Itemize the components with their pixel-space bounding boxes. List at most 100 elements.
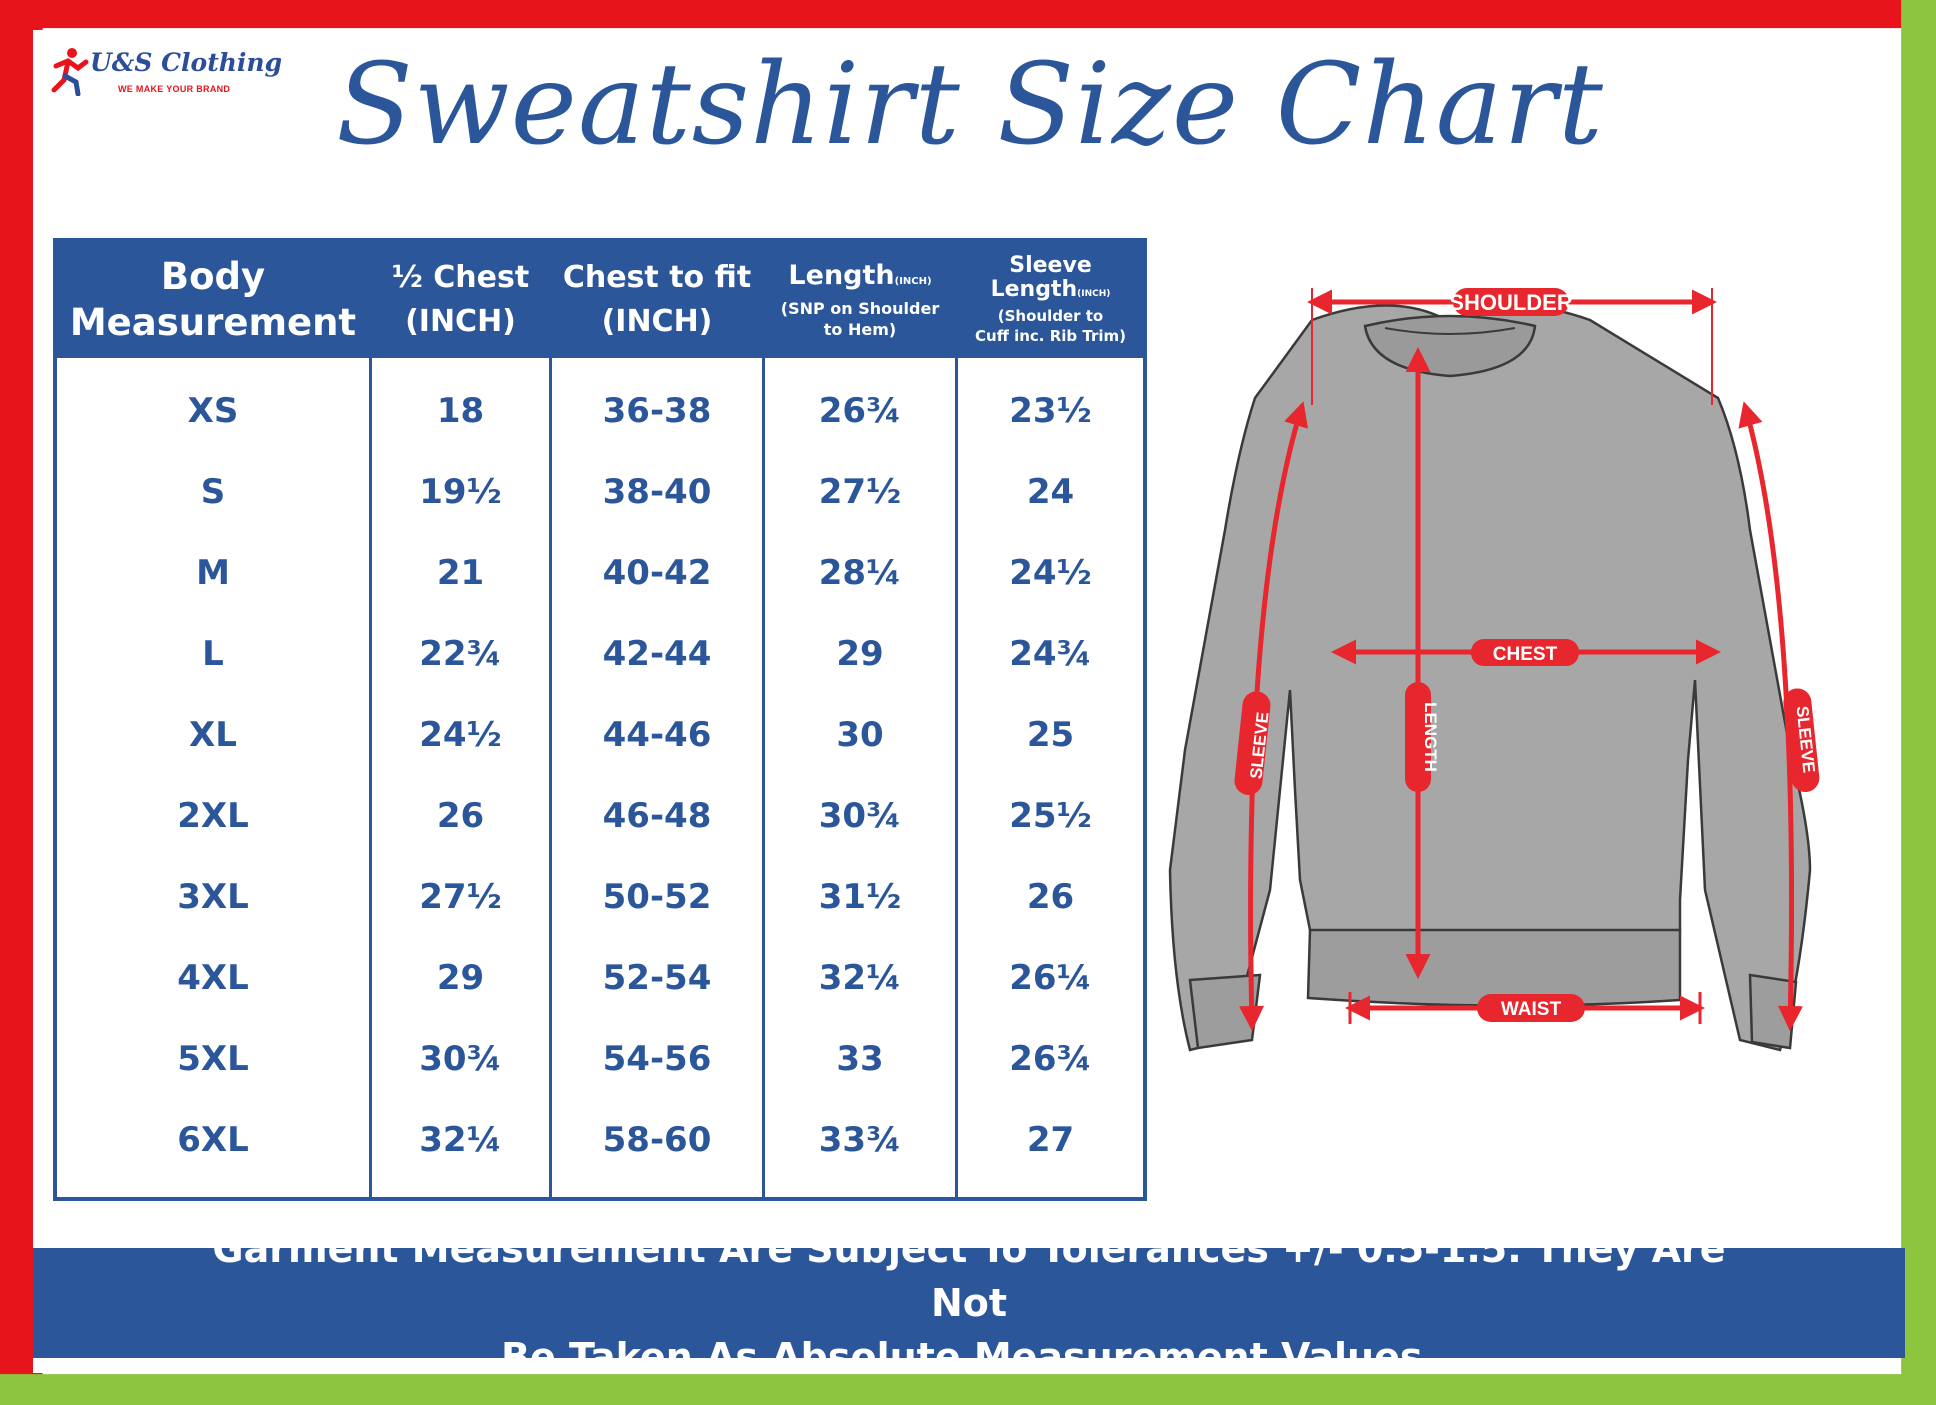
cell-sleeve: 24	[1026, 471, 1075, 512]
table-row: 3XL 27½ 50-52 31½ 26	[57, 856, 1143, 937]
header-sleeve-main2: Length	[990, 277, 1078, 302]
cell-chest-fit: 54-56	[602, 1038, 712, 1079]
cell-length: 26¾	[818, 390, 902, 431]
header-length-note1: (SNP on Shoulder	[780, 299, 940, 318]
header-half-chest: ½ Chest (INCH)	[372, 242, 549, 358]
header-sleeve-note2: Cuff inc. Rib Trim)	[975, 327, 1126, 345]
cell-half-chest: 21	[436, 552, 485, 593]
cell-size: XL	[189, 714, 237, 755]
chest-label: CHEST	[1493, 644, 1558, 665]
disclaimer-text: Garment Measurement Are Subject To Toler…	[189, 1222, 1749, 1384]
right-sleeve-label-bg	[1783, 688, 1820, 793]
page-title: Sweatshirt Size Chart	[336, 40, 1604, 170]
table-row: M 21 40-42 28¼ 24½	[57, 532, 1143, 613]
header-length-main: Length	[788, 260, 895, 291]
column-divider	[955, 242, 958, 1197]
cell-size: M	[196, 552, 230, 593]
cell-length: 32¼	[818, 957, 902, 998]
cell-length: 28¼	[818, 552, 902, 593]
cell-length: 33¾	[818, 1119, 902, 1160]
length-label: LENGTH	[1421, 702, 1440, 772]
table-row: 4XL 29 52-54 32¼ 26¼	[57, 937, 1143, 1018]
cell-chest-fit: 50-52	[602, 876, 712, 917]
cell-half-chest: 30¾	[419, 1038, 502, 1079]
cell-half-chest: 27½	[419, 876, 502, 917]
cell-sleeve: 27	[1026, 1119, 1075, 1160]
column-divider	[369, 242, 372, 1197]
table-row: 5XL 30¾ 54-56 33 26¾	[57, 1018, 1143, 1099]
cell-size: L	[202, 633, 224, 674]
cell-chest-fit: 38-40	[602, 471, 712, 512]
runner-logo-icon	[51, 48, 89, 96]
table-row: 2XL 26 46-48 30¾ 25½	[57, 775, 1143, 856]
cell-size: XS	[187, 390, 239, 431]
disclaimer-line2: Be Taken As Absolute Measurement Values.	[501, 1335, 1437, 1379]
header-body-measurement: Body Measurement	[57, 242, 369, 358]
table-row: XL 24½ 44-46 30 25	[57, 694, 1143, 775]
cell-sleeve: 24½	[1009, 552, 1092, 593]
cell-half-chest: 18	[436, 390, 485, 431]
cell-size: 5XL	[177, 1038, 249, 1079]
cell-size: 4XL	[177, 957, 249, 998]
waist-label-bg	[1477, 994, 1585, 1022]
chest-label-bg	[1471, 639, 1579, 666]
cell-length: 29	[836, 633, 884, 674]
disclaimer-banner: Garment Measurement Are Subject To Toler…	[33, 1227, 1905, 1379]
column-divider	[549, 242, 552, 1197]
cell-size: 3XL	[177, 876, 249, 917]
cell-chest-fit: 40-42	[602, 552, 712, 593]
cell-sleeve: 24¾	[1009, 633, 1092, 674]
right-sleeve-arrow	[1738, 401, 1803, 1031]
cell-size: 2XL	[177, 795, 249, 836]
brand-logo: U&S Clothing WE MAKE YOUR BRAND	[50, 46, 282, 102]
cell-sleeve: 26¼	[1009, 957, 1092, 998]
cell-sleeve: 25	[1026, 714, 1075, 755]
cell-half-chest: 29	[436, 957, 485, 998]
left-sleeve-arrow	[1239, 401, 1309, 1031]
header-size-line2: Measurement	[69, 301, 357, 344]
cell-length: 31½	[818, 876, 902, 917]
cell-half-chest: 22¾	[419, 633, 502, 674]
cell-chest-fit: 36-38	[602, 390, 712, 431]
cell-length: 33	[836, 1038, 884, 1079]
left-sleeve-label-bg	[1234, 691, 1271, 795]
header-half-chest-line2: (INCH)	[405, 304, 516, 339]
length-label-bg	[1405, 682, 1431, 792]
brand-tagline: WE MAKE YOUR BRAND	[118, 84, 231, 94]
table-row: S 19½ 38-40 27½ 24	[57, 451, 1143, 532]
cell-half-chest: 26	[436, 795, 485, 836]
column-divider	[762, 242, 765, 1197]
waist-label: WAIST	[1501, 999, 1562, 1020]
sweatshirt-diagram: SHOULDER CHEST LENGTH WAIST SLEEVE SLEEV…	[1168, 288, 1820, 1052]
cell-chest-fit: 46-48	[602, 795, 712, 836]
cell-half-chest: 19½	[419, 471, 502, 512]
cell-size: 6XL	[177, 1119, 249, 1160]
header-half-chest-line1: ½ Chest	[391, 260, 530, 295]
table-row: L 22¾ 42-44 29 24¾	[57, 613, 1143, 694]
header-chest-to-fit: Chest to fit (INCH)	[552, 242, 762, 358]
shoulder-label: SHOULDER	[1449, 290, 1573, 315]
cell-chest-fit: 52-54	[602, 957, 712, 998]
header-sleeve-note1: (Shoulder to	[997, 307, 1104, 325]
cell-chest-fit: 42-44	[602, 633, 712, 674]
cell-length: 30¾	[818, 795, 902, 836]
shoulder-label-bg	[1453, 288, 1569, 316]
size-table: Body Measurement ½ Chest (INCH) Chest to…	[53, 238, 1147, 1201]
cell-sleeve: 26	[1026, 876, 1075, 917]
cell-half-chest: 24½	[419, 714, 502, 755]
header-length-unit: (INCH)	[894, 276, 932, 287]
cell-length: 27½	[818, 471, 902, 512]
header-sleeve-length: Sleeve Length(INCH) (Shoulder to Cuff in…	[958, 242, 1143, 358]
header-chest-fit-line1: Chest to fit	[562, 260, 752, 295]
header-size-line1: Body	[160, 255, 266, 298]
cell-sleeve: 26¾	[1009, 1038, 1092, 1079]
brand-name: U&S Clothing	[90, 48, 283, 77]
disclaimer-line1: Garment Measurement Are Subject To Toler…	[212, 1227, 1726, 1325]
header-sleeve-unit: (INCH)	[1077, 289, 1111, 299]
header-length-note2: to Hem)	[823, 320, 897, 339]
cell-half-chest: 32¼	[419, 1119, 502, 1160]
cell-chest-fit: 44-46	[602, 714, 712, 755]
table-header	[57, 242, 1143, 358]
cell-chest-fit: 58-60	[602, 1119, 712, 1160]
cell-sleeve: 25½	[1009, 795, 1092, 836]
